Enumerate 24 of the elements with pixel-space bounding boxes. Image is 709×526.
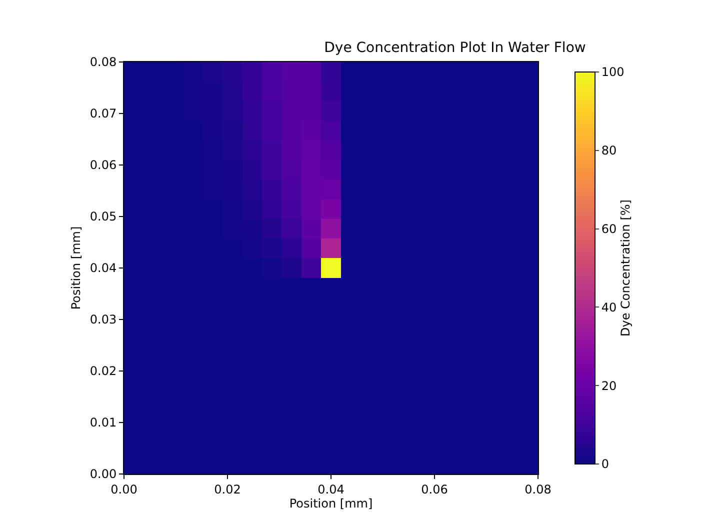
y-tick-label: 0.05 (90, 210, 117, 224)
x-axis-title: Position [mm] (289, 496, 373, 510)
y-tick-label: 0.03 (90, 312, 117, 327)
color-bar-label: 60 (601, 222, 617, 236)
y-tick-label: 0.00 (90, 467, 117, 482)
y-tick-label: 0.02 (90, 364, 117, 378)
x-tick-label: 0.04 (318, 482, 344, 496)
color-bar-title: Dye Concentration [%] (618, 199, 633, 337)
color-bar-label: 20 (601, 378, 617, 393)
y-tick-label: 0.08 (90, 55, 117, 70)
x-tick-label: 0.00 (110, 482, 138, 496)
x-tick-label: 0.06 (421, 482, 448, 496)
chart-title: Dye Concentration Plot In Water Flow (324, 40, 586, 56)
x-tick-label: 0.02 (214, 482, 241, 496)
y-tick-label: 0.07 (90, 106, 117, 121)
color-bar-label: 80 (601, 144, 617, 158)
y-tick-label: 0.06 (90, 158, 117, 172)
color-bar-label: 40 (601, 300, 617, 314)
y-axis-title: Position [mm] (69, 226, 84, 310)
color-bar-label: 0 (601, 457, 610, 472)
y-tick-label: 0.01 (90, 416, 117, 430)
color-bar-label: 100 (601, 65, 624, 80)
x-tick-label: 0.08 (524, 482, 552, 496)
y-tick-label: 0.04 (90, 261, 117, 276)
